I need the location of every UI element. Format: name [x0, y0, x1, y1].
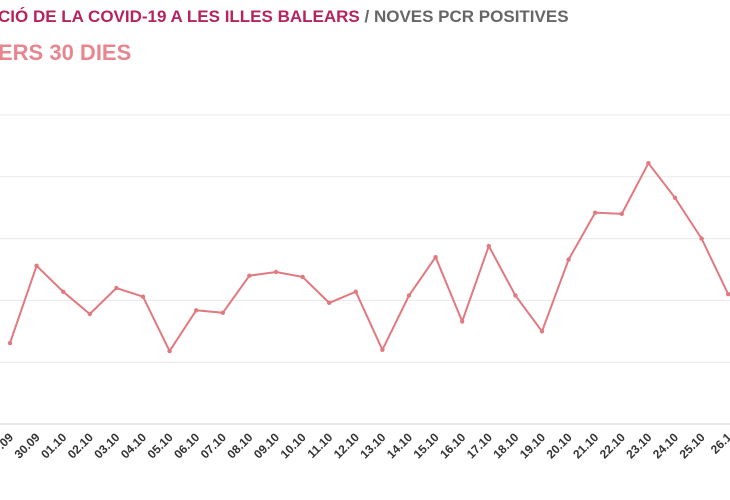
point [327, 300, 332, 306]
point [220, 310, 225, 315]
point [646, 161, 651, 166]
point [194, 308, 199, 313]
x-tick-label: 12.10 [331, 430, 362, 461]
x-tick-label: 07.10 [198, 430, 229, 461]
point [539, 329, 545, 334]
chart-title: CIÓ DE LA COVID-19 A LES ILLES BALEARS [0, 7, 360, 26]
point [486, 243, 491, 249]
point [699, 236, 704, 241]
point [140, 294, 146, 299]
x-tick-label: 16.10 [437, 430, 468, 461]
chart-title-suffix: / NOVES PCR POSITIVES [365, 7, 569, 26]
x-tick-label: 10.10 [278, 430, 309, 461]
point [593, 210, 598, 215]
x-tick-label: 11.10 [305, 430, 336, 461]
x-tick-label: 14.10 [384, 430, 415, 461]
point [433, 254, 438, 260]
point [273, 269, 279, 275]
x-tick-label: 13.10 [357, 430, 388, 461]
x-tick-label: 04.10 [118, 430, 149, 461]
line [9, 161, 730, 354]
point [114, 285, 119, 291]
x-tick-label: 02.10 [65, 430, 96, 461]
point [513, 293, 518, 298]
point [353, 289, 358, 294]
x-tick-label: 06.10 [171, 430, 202, 461]
chart-subtitle: ERS 30 DIES [0, 40, 131, 65]
point [61, 289, 66, 294]
x-tick-label: 19.10 [517, 430, 548, 461]
x-tick-label: 03.10 [91, 430, 122, 461]
point [7, 340, 13, 346]
point [247, 273, 252, 278]
x-tick-label: 21.10 [570, 430, 601, 461]
point [380, 347, 385, 353]
x-tick-label: 20.10 [544, 430, 575, 461]
x-tick-label: 24.10 [650, 430, 681, 461]
point [300, 274, 305, 280]
point [87, 311, 93, 317]
chart-title-group: CIÓ DE LA COVID-19 A LES ILLES BALEARS /… [0, 7, 569, 26]
x-tick-label: 15.10 [411, 430, 442, 461]
x-tick-label: 25.10 [677, 430, 708, 461]
point [34, 263, 39, 268]
point [726, 292, 730, 297]
x-tick-label: 18.10 [490, 430, 521, 461]
x-tick-label: 09.10 [251, 430, 282, 461]
x-tick-label: 30.09 [12, 430, 43, 461]
x-tick-label: 01.10 [38, 430, 69, 461]
point [167, 348, 172, 354]
x-tick-label: 17.10 [464, 430, 495, 461]
x-tick-label: 26.1 [708, 430, 730, 457]
x-tick-label: 08.10 [224, 430, 255, 461]
x-tick-label: 05.10 [145, 430, 176, 461]
x-tick-label: 23.10 [623, 430, 654, 461]
point [460, 319, 465, 324]
point [672, 195, 678, 201]
point [566, 257, 571, 262]
point [406, 293, 412, 298]
point [619, 211, 624, 217]
x-tick-label: 22.10 [597, 430, 628, 461]
